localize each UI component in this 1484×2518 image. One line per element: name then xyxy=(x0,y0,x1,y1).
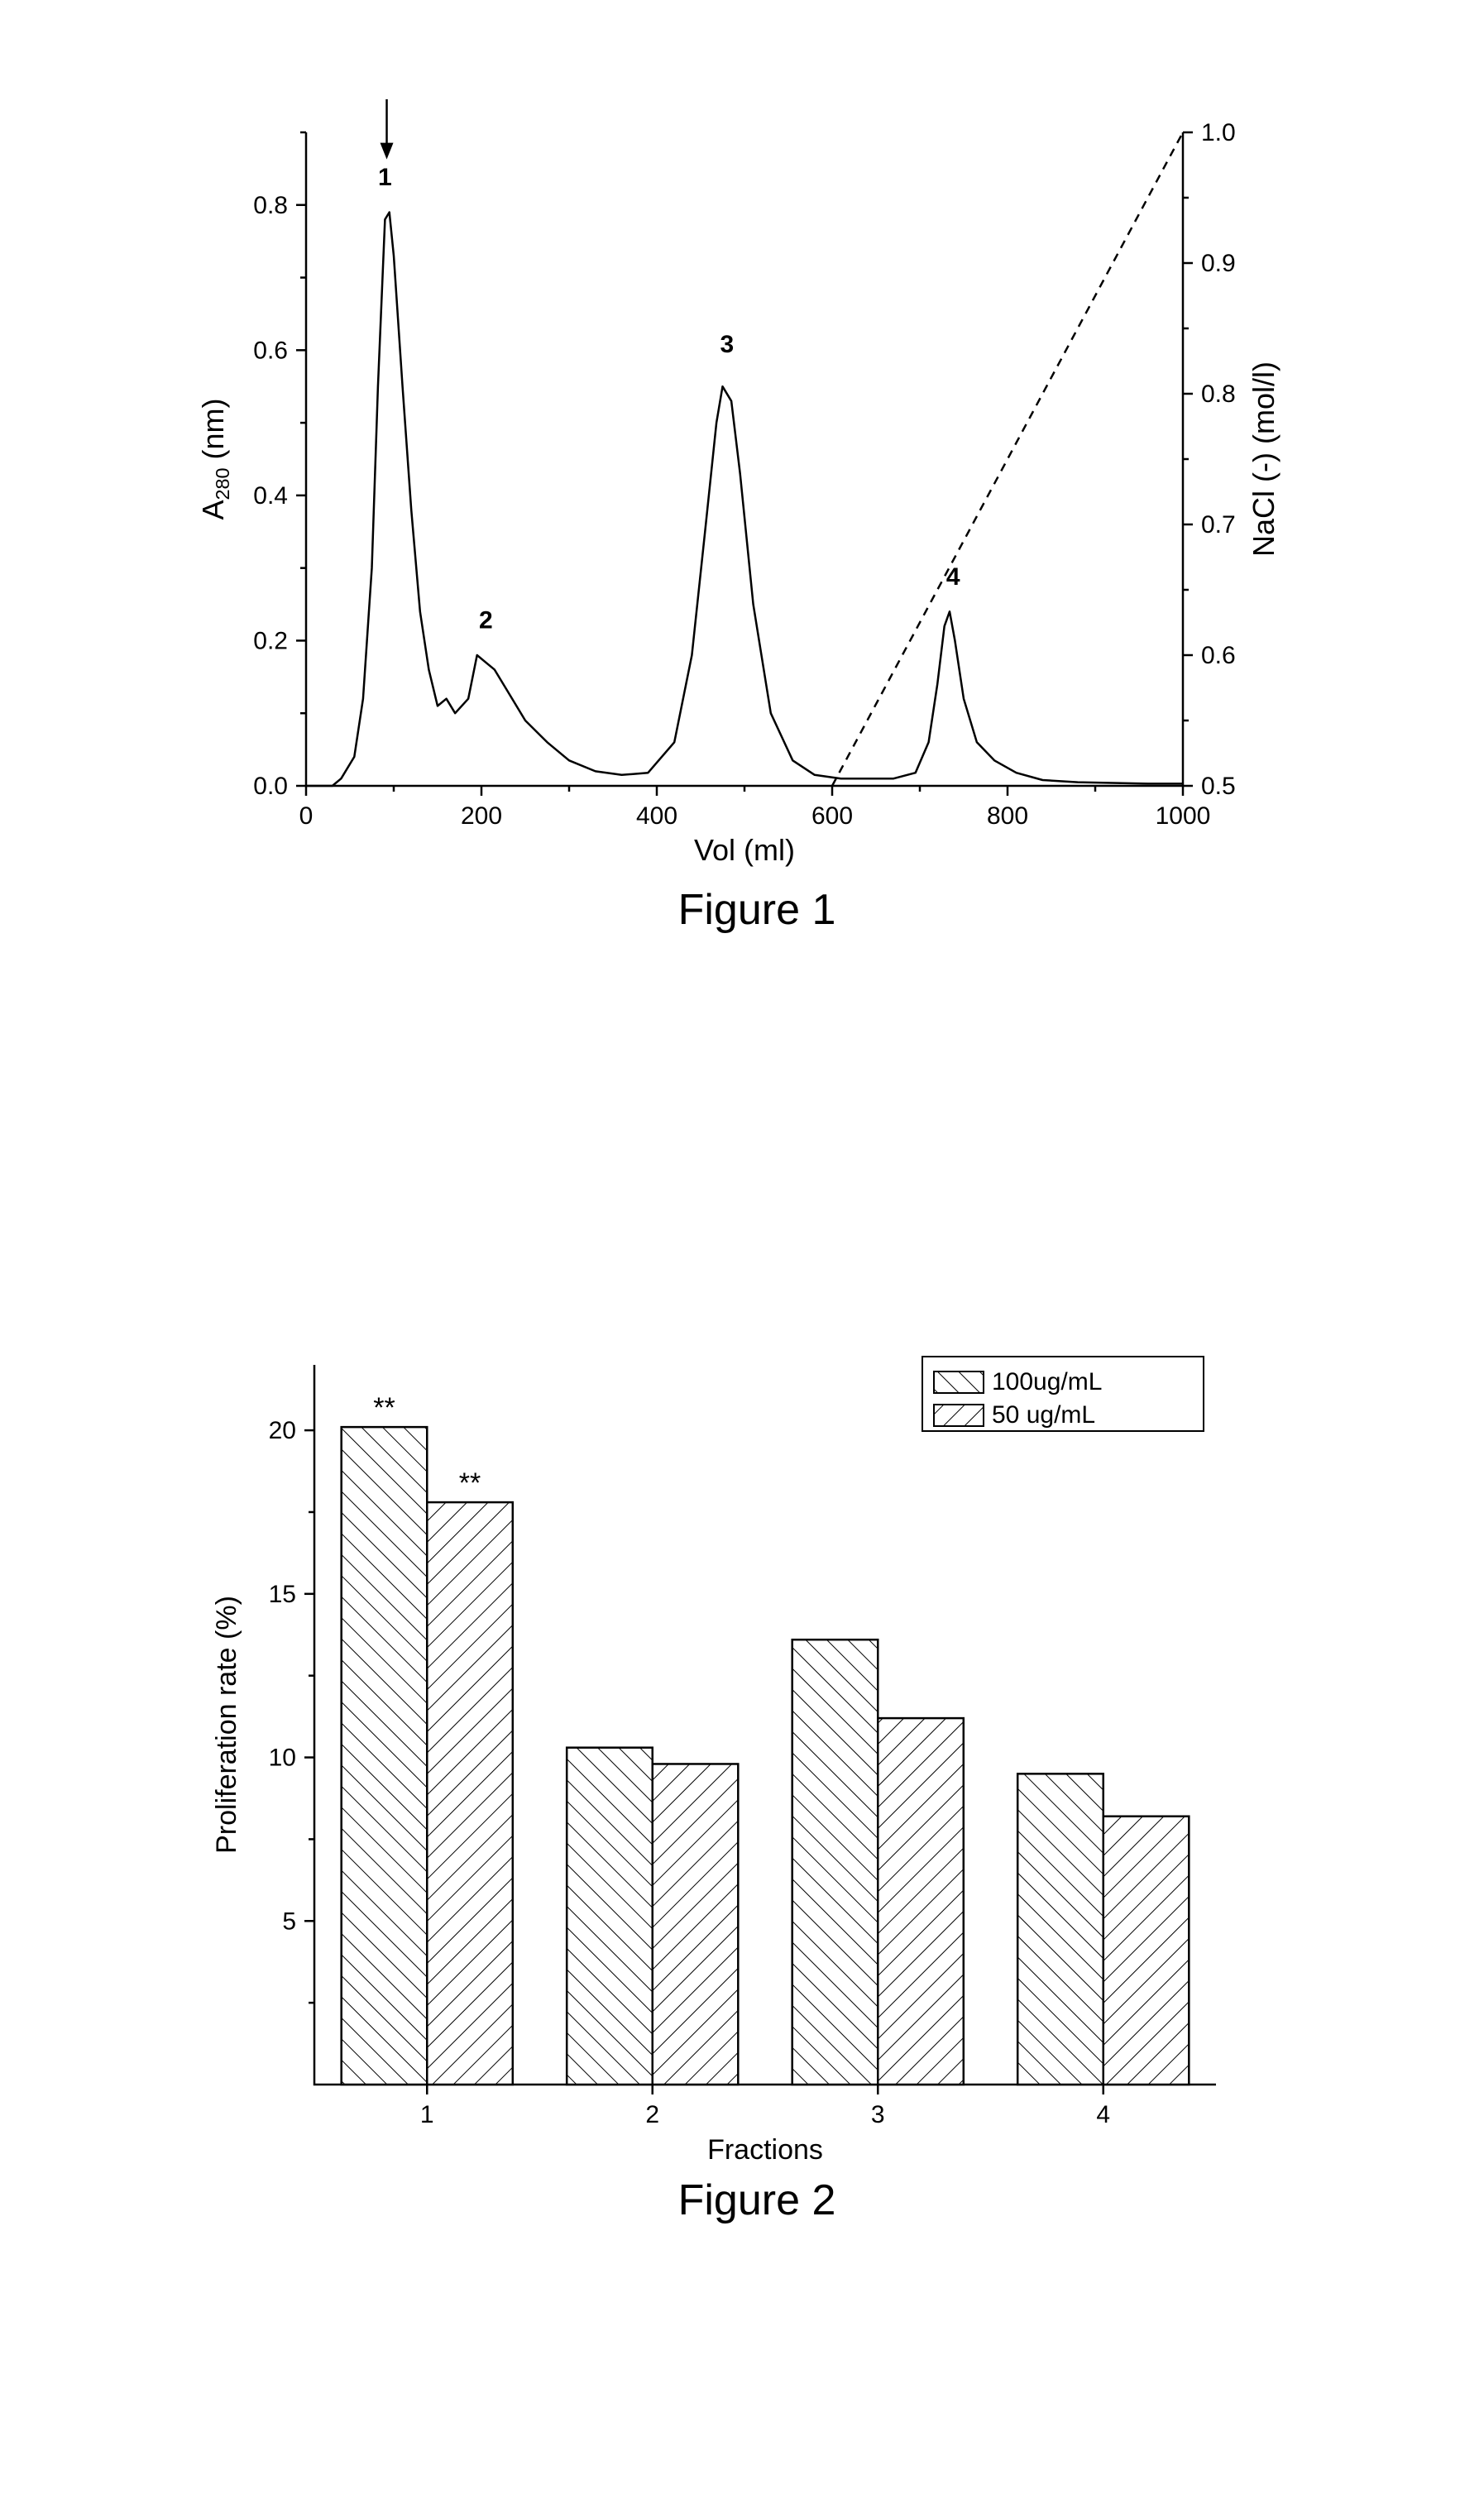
svg-text:0.0: 0.0 xyxy=(253,773,288,800)
svg-text:0.6: 0.6 xyxy=(1201,642,1236,669)
svg-text:0.9: 0.9 xyxy=(1201,250,1236,277)
svg-text:1000: 1000 xyxy=(1156,802,1211,830)
svg-text:0.5: 0.5 xyxy=(1201,773,1236,800)
svg-text:0.2: 0.2 xyxy=(253,627,288,654)
svg-text:0.7: 0.7 xyxy=(1201,511,1236,539)
svg-text:15: 15 xyxy=(269,1581,296,1608)
figure-1-caption: Figure 1 xyxy=(199,885,1315,935)
svg-text:0.6: 0.6 xyxy=(253,337,288,364)
svg-text:Vol (ml): Vol (ml) xyxy=(694,833,795,867)
svg-text:**: ** xyxy=(373,1392,395,1424)
svg-text:200: 200 xyxy=(461,802,502,830)
svg-text:4: 4 xyxy=(1096,2101,1110,2128)
svg-text:1: 1 xyxy=(378,164,392,191)
svg-text:2: 2 xyxy=(645,2101,659,2128)
svg-text:5: 5 xyxy=(282,1908,296,1935)
svg-text:800: 800 xyxy=(987,802,1028,830)
svg-text:NaCl (-) (mol/l): NaCl (-) (mol/l) xyxy=(1247,361,1281,557)
figure-1-chart: 0 200 400 600 800 1000 Vol (ml) 0.0 0.2 0.4 0.6 0.8… xyxy=(199,99,1315,893)
svg-text:4: 4 xyxy=(946,563,960,591)
svg-text:1.0: 1.0 xyxy=(1201,119,1236,146)
svg-text:400: 400 xyxy=(636,802,677,830)
page: 0 200 400 600 800 1000 Vol (ml) 0.0 0.2 0.4 0.6 0.8… xyxy=(0,0,1484,2518)
svg-text:3: 3 xyxy=(871,2101,885,2128)
svg-text:1: 1 xyxy=(420,2101,434,2128)
figure-1-block: 0 200 400 600 800 1000 Vol (ml) 0.0 0.2 0.4 0.6 0.8… xyxy=(199,99,1315,960)
svg-text:3: 3 xyxy=(720,331,734,358)
svg-text:A280 (nm): A280 (nm) xyxy=(199,398,233,519)
svg-text:0.8: 0.8 xyxy=(1201,381,1236,408)
figure-2-caption: Figure 2 xyxy=(199,2176,1315,2225)
svg-text:**: ** xyxy=(459,1467,481,1499)
svg-text:Proliferation rate (%): Proliferation rate (%) xyxy=(211,1596,242,1854)
svg-text:0.8: 0.8 xyxy=(253,192,288,219)
svg-text:10: 10 xyxy=(269,1745,296,1772)
svg-text:0: 0 xyxy=(299,802,314,830)
svg-text:100ug/mL: 100ug/mL xyxy=(992,1368,1102,1395)
figure-2-block: 5 10 15 20 Proliferation rate (%) 1 ** ** 2 3 4 Fra… xyxy=(199,1307,1315,2250)
svg-text:20: 20 xyxy=(269,1417,296,1444)
svg-text:50 ug/mL: 50 ug/mL xyxy=(992,1401,1095,1429)
svg-text:600: 600 xyxy=(811,802,853,830)
figure-2-chart: 5 10 15 20 Proliferation rate (%) 1 ** ** 2 3 4 Fra… xyxy=(199,1307,1315,2176)
svg-text:0.4: 0.4 xyxy=(253,482,288,510)
svg-text:2: 2 xyxy=(479,607,493,634)
svg-text:Fractions: Fractions xyxy=(707,2134,823,2166)
